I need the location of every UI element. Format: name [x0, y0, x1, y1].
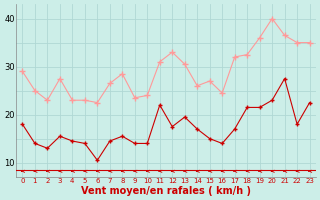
X-axis label: Vent moyen/en rafales ( km/h ): Vent moyen/en rafales ( km/h ) — [81, 186, 251, 196]
